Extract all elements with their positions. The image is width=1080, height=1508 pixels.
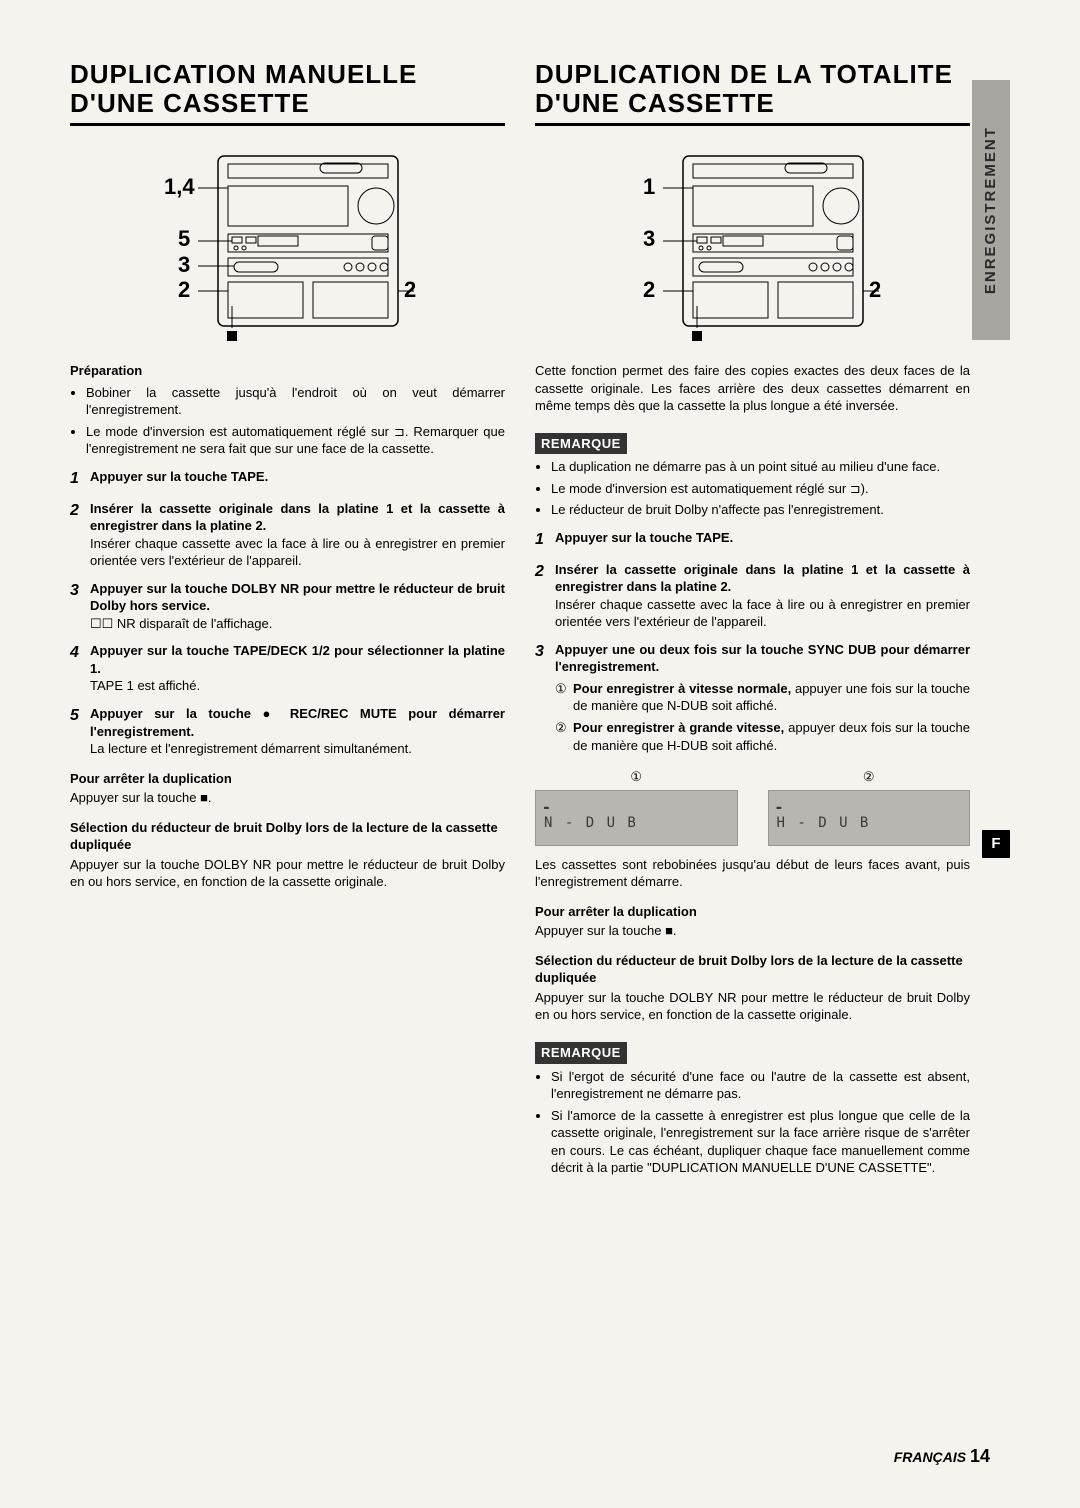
step-text: Appuyer sur la touche TAPE. [555,530,733,545]
sub-strong: Pour enregistrer à grande vitesse, [573,720,784,735]
step-text: Appuyer sur la touche TAPE. [90,469,268,484]
step-sub: Insérer chaque cassette avec la face à l… [90,536,505,569]
svg-text:1,4: 1,4 [164,174,195,199]
stop-title: Pour arrêter la duplication [535,903,970,921]
display-row: ① ▬ N - D U B ② ▬ H - D U B [535,768,970,846]
step-num: 1 [535,529,555,551]
side-tab: ENREGISTREMENT [972,80,1010,340]
intro-text: Cette fonction permet des faire des copi… [535,362,970,415]
svg-text:2: 2 [404,277,416,302]
prep-bullet: Le mode d'inversion est automatiquement … [86,423,505,458]
prep-heading: Préparation [70,362,505,380]
lcd-text: N - D U B [544,814,729,833]
lcd-text: H - D U B [777,814,962,833]
step: 3 Appuyer sur la touche DOLBY NR pour me… [70,580,505,633]
right-title: DUPLICATION DE LA TOTALITE D'UNE CASSETT… [535,60,970,117]
dolby-title: Sélection du réducteur de bruit Dolby lo… [70,819,505,854]
svg-text:3: 3 [178,252,190,277]
step-num: 4 [70,642,90,695]
step-sub: Insérer chaque cassette avec la face à l… [555,597,970,630]
left-column: DUPLICATION MANUELLE D'UNE CASSETTE [70,60,505,1187]
side-badge: F [982,830,1010,858]
lcd-display: ▬ N - D U B [535,790,738,846]
step-num: 2 [70,500,90,570]
step: 5 Appuyer sur la touche ● REC/REC MUTE p… [70,705,505,758]
display-box: ① ▬ N - D U B [535,768,738,846]
dolby-title: Sélection du réducteur de bruit Dolby lo… [535,952,970,987]
footer-lang: FRANÇAIS [894,1449,966,1465]
svg-text:2: 2 [643,277,655,302]
remarque-label: REMARQUE [535,433,627,455]
page-content: DUPLICATION MANUELLE D'UNE CASSETTE [70,60,1010,1187]
remarque-bullet: Le mode d'inversion est automatiquement … [551,480,970,498]
side-tab-label: ENREGISTREMENT [981,126,1001,294]
display-box: ② ▬ H - D U B [768,768,971,846]
stop-body: Appuyer sur la touche ■. [70,789,505,807]
footer-page: 14 [970,1446,990,1466]
remarque-bullets: La duplication ne démarre pas à un point… [535,458,970,519]
page-footer: FRANÇAIS 14 [894,1444,990,1468]
step-sub: TAPE 1 est affiché. [90,678,200,693]
sub-strong: Pour enregistrer à vitesse normale, [573,681,791,696]
prep-bullets: Bobiner la cassette jusqu'à l'endroit où… [70,384,505,458]
left-title: DUPLICATION MANUELLE D'UNE CASSETTE [70,60,505,117]
remarque-bullet: Le réducteur de bruit Dolby n'affecte pa… [551,501,970,519]
sub-num: ① [555,680,573,715]
step-text: Appuyer sur la touche DOLBY NR pour mett… [90,581,505,614]
stop-body: Appuyer sur la touche ■. [535,922,970,940]
step: 1 Appuyer sur la touche TAPE. [70,468,505,490]
svg-text:2: 2 [178,277,190,302]
step-num: 2 [535,561,555,631]
step-num: 3 [535,641,555,758]
svg-text:2: 2 [869,277,881,302]
remarque-bullet: Si l'ergot de sécurité d'une face ou l'a… [551,1068,970,1103]
display-label: ① [535,768,738,786]
stop-title: Pour arrêter la duplication [70,770,505,788]
left-rule [70,123,505,126]
dolby-body: Appuyer sur la touche DOLBY NR pour mett… [70,856,505,891]
step-num: 5 [70,705,90,758]
stereo-diagram-left: 1,4 5 3 2 2 [158,146,418,346]
step-num: 3 [70,580,90,633]
step-text: Appuyer sur la touche ● REC/REC MUTE pou… [90,706,505,739]
step-sub: ☐☐ NR disparaît de l'affichage. [90,616,272,631]
step-text: Insérer la cassette originale dans la pl… [555,562,970,595]
remarque-bullets: Si l'ergot de sécurité d'une face ou l'a… [535,1068,970,1177]
remarque-bullet: La duplication ne démarre pas à un point… [551,458,970,476]
stereo-diagram-right: 1 3 2 2 [623,146,883,346]
step: 3 Appuyer une ou deux fois sur la touche… [535,641,970,758]
step: 1 Appuyer sur la touche TAPE. [535,529,970,551]
step: 2 Insérer la cassette originale dans la … [535,561,970,631]
step-text: Appuyer une ou deux fois sur la touche S… [555,642,970,675]
remarque-bullet: Si l'amorce de la cassette à enregistrer… [551,1107,970,1177]
step: 2 Insérer la cassette originale dans la … [70,500,505,570]
step: 4 Appuyer sur la touche TAPE/DECK 1/2 po… [70,642,505,695]
lcd-display: ▬ H - D U B [768,790,971,846]
step-sub: La lecture et l'enregistrement démarrent… [90,741,412,756]
step-text: Insérer la cassette originale dans la pl… [90,501,505,534]
display-label: ② [768,768,971,786]
right-rule [535,123,970,126]
remarque-label: REMARQUE [535,1042,627,1064]
prep-bullet: Bobiner la cassette jusqu'à l'endroit où… [86,384,505,419]
step-text: Appuyer sur la touche TAPE/DECK 1/2 pour… [90,643,505,676]
svg-text:1: 1 [643,174,655,199]
sub-item: ② Pour enregistrer à grande vitesse, app… [555,719,970,754]
right-column: DUPLICATION DE LA TOTALITE D'UNE CASSETT… [535,60,1010,1187]
sub-item: ① Pour enregistrer à vitesse normale, ap… [555,680,970,715]
sub-num: ② [555,719,573,754]
dolby-body: Appuyer sur la touche DOLBY NR pour mett… [535,989,970,1024]
svg-text:3: 3 [643,226,655,251]
svg-text:5: 5 [178,226,190,251]
after-display: Les cassettes sont rebobinées jusqu'au d… [535,856,970,891]
step-num: 1 [70,468,90,490]
